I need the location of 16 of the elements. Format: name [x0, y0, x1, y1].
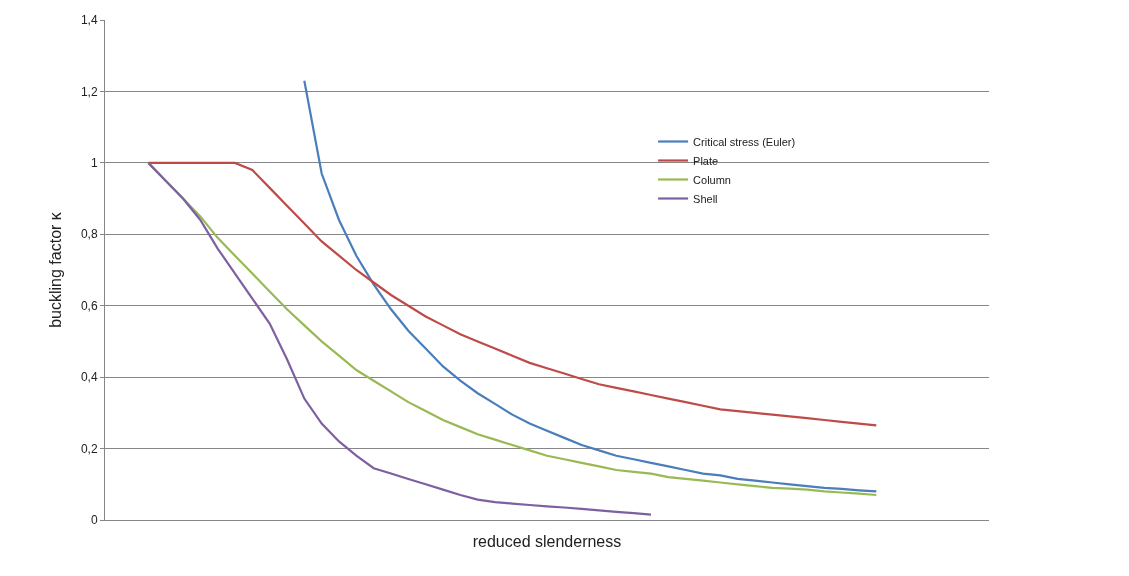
line-series — [303, 79, 878, 493]
y-tick-label: 0 — [90, 513, 98, 528]
x-axis-title: reduced slenderness — [472, 532, 622, 550]
line-series — [147, 161, 653, 516]
y-tick-label: 1,4 — [80, 13, 98, 28]
y-tick-label: 0,6 — [80, 298, 98, 313]
y-axis-title: buckling factor κ — [46, 211, 64, 328]
y-tick-label: 1,2 — [80, 84, 98, 99]
legend-label: Shell — [693, 192, 718, 205]
legend-label: Critical stress (Euler) — [693, 135, 796, 148]
y-tick-label: 0,8 — [80, 227, 98, 242]
y-tick-label: 0,2 — [80, 441, 98, 456]
y-tick-label: 1 — [90, 156, 98, 171]
legend-label: Plate — [693, 154, 719, 167]
legend-label: Column — [693, 173, 731, 186]
y-tick-label: 0,4 — [80, 370, 98, 385]
